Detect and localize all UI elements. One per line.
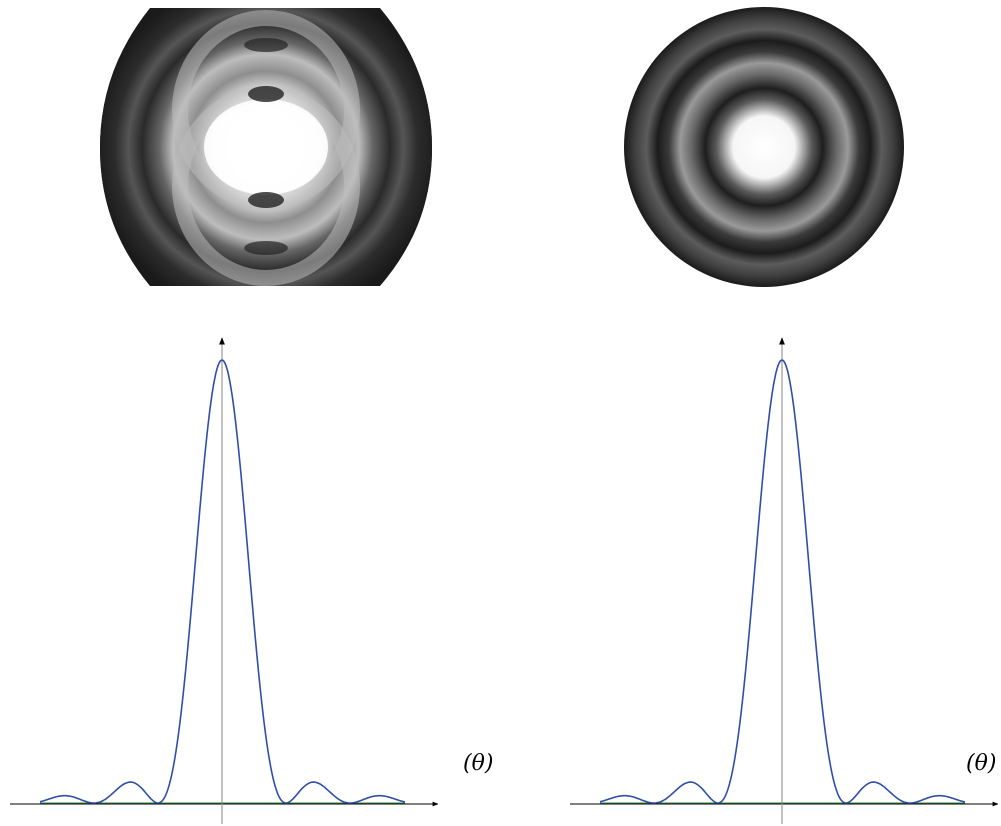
axis-label-theta: (θ) xyxy=(463,751,493,776)
intensity-plot-left: (θ) xyxy=(10,337,493,824)
axis-label-theta: (θ) xyxy=(966,751,996,776)
distorted-diffraction-pattern xyxy=(100,8,432,286)
intensity-curve xyxy=(599,359,966,804)
intensity-plot-right: (θ) xyxy=(570,337,999,824)
circular-diffraction-pattern xyxy=(624,7,904,287)
intensity-curve xyxy=(39,359,406,804)
